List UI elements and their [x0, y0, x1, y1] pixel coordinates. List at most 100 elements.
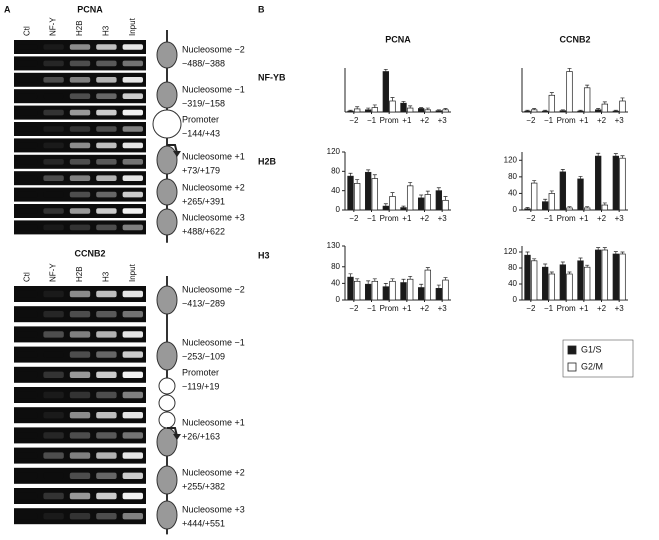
- bar: [406, 107, 414, 113]
- bar: [400, 207, 407, 211]
- gel-band: [17, 472, 38, 479]
- bar: [347, 175, 354, 211]
- gel-band: [69, 93, 91, 99]
- nucleosome: [156, 285, 178, 315]
- bar: [347, 276, 354, 301]
- gel-band: [43, 93, 64, 99]
- error-bar: [532, 180, 537, 184]
- nucleosome: [158, 411, 176, 429]
- lane-label: H3: [102, 25, 111, 36]
- error-bar: [401, 101, 406, 104]
- legend-box: [562, 339, 634, 378]
- bar: [406, 185, 414, 211]
- error-bar: [355, 106, 360, 109]
- gel-band: [96, 191, 117, 198]
- gel-band: [43, 432, 64, 439]
- tss-arrowhead: [173, 151, 181, 157]
- error-bar: [596, 247, 601, 250]
- bar: [566, 71, 573, 113]
- x-tick-label: −1: [367, 304, 377, 313]
- gel-band: [43, 224, 64, 231]
- gel-band: [96, 77, 117, 83]
- gel-band: [69, 109, 91, 116]
- y-tick-label: 120: [327, 147, 341, 156]
- x-tick-label: −1: [367, 214, 377, 223]
- error-bar: [596, 152, 601, 157]
- y-tick-label: 0: [336, 295, 341, 304]
- error-bar: [549, 271, 554, 274]
- gel-band: [96, 208, 117, 214]
- gel-band: [17, 224, 38, 231]
- error-bar: [425, 190, 430, 195]
- gel-band: [69, 432, 91, 439]
- gel-band: [17, 93, 38, 99]
- gel-band: [122, 159, 143, 165]
- error-bar: [532, 258, 537, 261]
- error-bar: [602, 101, 607, 105]
- nucleosome-range: +73/+179: [182, 165, 220, 175]
- bar: [583, 207, 591, 211]
- x-tick-label: Prom: [380, 304, 399, 313]
- bar: [382, 71, 390, 113]
- gel-band: [96, 492, 117, 500]
- gel-band: [122, 44, 143, 50]
- nucleosome-name: Nucleosome +2: [182, 182, 245, 192]
- lane-label: NF-Y: [49, 17, 58, 36]
- y-tick-label: 40: [508, 189, 517, 198]
- nucleosome: [156, 178, 178, 206]
- x-tick-label: −2: [526, 304, 536, 313]
- y-tick-label: 0: [513, 205, 518, 214]
- lane-label: Ctl: [22, 26, 31, 36]
- error-bar: [525, 109, 530, 112]
- bar: [406, 278, 414, 301]
- gel-band: [96, 159, 117, 165]
- bar: [541, 201, 549, 211]
- x-tick-label: +3: [615, 116, 625, 125]
- bar: [435, 288, 443, 301]
- gel-band: [96, 472, 117, 479]
- gel-band: [122, 77, 143, 83]
- gel-band: [69, 290, 91, 298]
- gel-band: [122, 513, 143, 520]
- gel-band: [69, 311, 91, 318]
- gel-band: [122, 175, 143, 181]
- x-tick-label: −2: [349, 304, 359, 313]
- bar: [577, 178, 584, 211]
- gel-band: [122, 492, 143, 500]
- gel-band: [96, 452, 117, 459]
- nucleosome-name: Promoter: [182, 114, 219, 124]
- gel-band: [122, 391, 143, 399]
- gel-band: [43, 492, 64, 500]
- gel-band: [17, 452, 38, 459]
- gel-band: [17, 311, 38, 318]
- bar: [364, 171, 372, 211]
- nucleosome-range: −253/−109: [182, 351, 225, 361]
- gel-band: [122, 109, 143, 116]
- lane-label: Input: [128, 17, 137, 36]
- lane-label: H3: [102, 271, 111, 282]
- x-tick-label: +2: [420, 214, 430, 223]
- gel-band: [69, 492, 91, 500]
- gel-band: [43, 175, 64, 181]
- nucleosome: [152, 109, 182, 139]
- error-bar: [585, 84, 590, 88]
- bar: [435, 110, 443, 113]
- error-bar: [560, 261, 565, 265]
- y-tick-label: 40: [508, 279, 517, 288]
- error-bar: [425, 107, 430, 110]
- gel-band: [96, 513, 117, 520]
- gel-band: [43, 142, 64, 149]
- gel-band: [69, 371, 91, 378]
- y-tick-label: 120: [504, 247, 518, 256]
- tss-arrow: [167, 427, 178, 437]
- nucleosome-name: Promoter: [182, 367, 219, 377]
- legend-label: G2/M: [581, 361, 603, 371]
- x-tick-label: +1: [579, 116, 589, 125]
- chart-title: PCNA: [385, 34, 411, 44]
- nucleosome: [156, 500, 178, 530]
- error-bar: [372, 174, 377, 179]
- nucleosome-name: Nucleosome +2: [182, 467, 245, 477]
- gel-band: [69, 77, 91, 83]
- bar: [612, 110, 620, 113]
- error-bar: [549, 190, 554, 194]
